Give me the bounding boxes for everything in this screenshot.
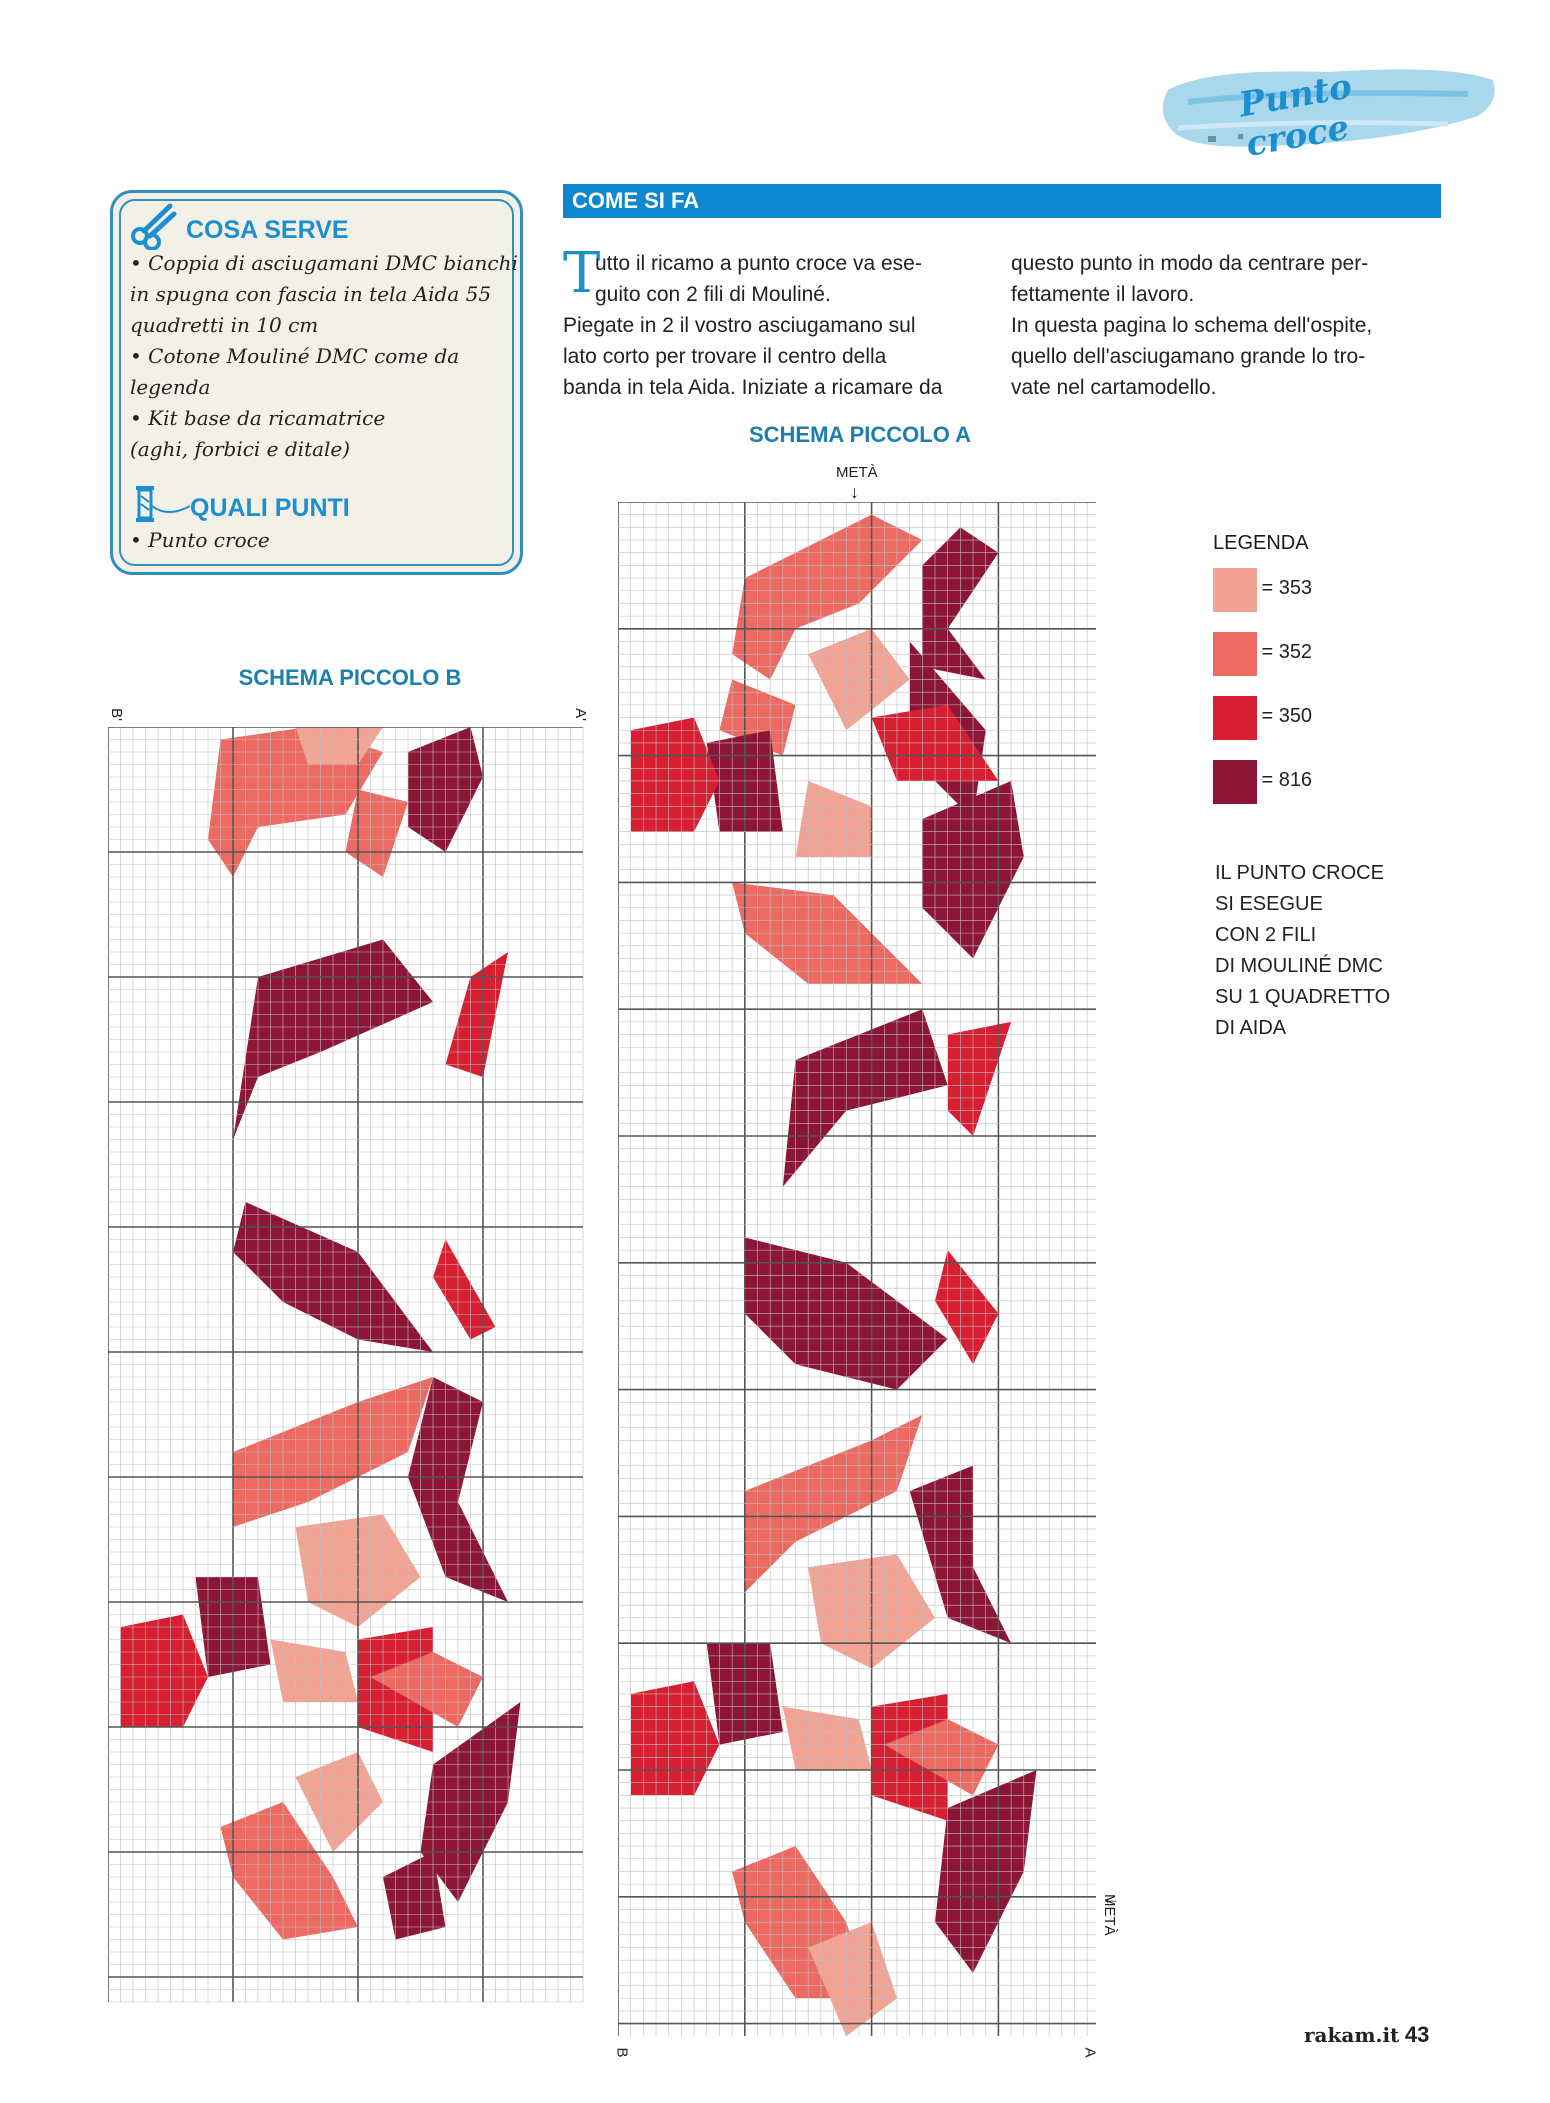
cross-stitch-chart-b — [108, 727, 584, 2003]
stitch-motif — [383, 1852, 446, 1940]
text-line: fettamente il lavoro. — [1011, 283, 1195, 306]
stitch-motif — [935, 1250, 999, 1365]
stitches-title: QUALI PUNTI — [190, 494, 350, 522]
legend-swatch — [1213, 695, 1257, 740]
schema-b-top-right: A' — [571, 708, 589, 721]
site-name: rakam.it — [1304, 2023, 1400, 2047]
how-to-column-2: questo punto in modo da centrare per- fe… — [1011, 248, 1441, 403]
note-line: SU 1 QUADRETTO — [1215, 986, 1391, 1008]
schema-a-center-mark: METÀ — [836, 464, 878, 481]
note-line: DI MOULINÉ DMC — [1215, 955, 1383, 977]
legend-item: = 353 — [1213, 566, 1312, 612]
stitch-motif — [270, 1639, 358, 1702]
stitch-motif — [782, 1706, 872, 1770]
stitch-motif — [732, 514, 923, 680]
text-line: utto il ricamo a punto croce va ese- — [595, 252, 922, 275]
legend-item: = 816 — [1213, 758, 1312, 804]
stitch-motif — [808, 1922, 897, 2036]
schema-b-title: SCHEMA PICCOLO B — [238, 665, 462, 690]
text-line: In questa pagina lo schema dell'ospite, — [1011, 314, 1373, 337]
thread-spool-icon — [136, 486, 191, 522]
legend-item: = 352 — [1213, 630, 1312, 676]
legend-title: LEGENDA — [1213, 532, 1309, 554]
materials-line: (aghi, forbici e ditale) — [130, 437, 351, 461]
schema-a-bottom-left: B — [613, 2047, 631, 2058]
legend-swatch — [1213, 631, 1257, 676]
text-line: vate nel cartamodello. — [1011, 376, 1217, 399]
how-to-title: COME SI FA — [572, 188, 700, 213]
materials-line: • Coppia di asciugamani DMC bianchi — [130, 251, 518, 275]
cross-stitch-chart-a — [618, 502, 1096, 2036]
text-line: lato corto per trovare il centro della — [563, 345, 887, 368]
materials-line: • Cotone Mouliné DMC come da — [130, 344, 460, 368]
text-line: banda in tela Aida. Iniziate a ricamare … — [563, 376, 943, 399]
materials-list: • Coppia di asciugamani DMC bianchi in s… — [130, 248, 520, 465]
materials-line: in spugna con fascia in tela Aida 55 — [130, 282, 492, 306]
materials-line: legenda — [130, 375, 211, 399]
note-line: CON 2 FILI — [1215, 924, 1317, 946]
legend-label: = 816 — [1261, 769, 1313, 791]
text-line: Piegate in 2 il vostro asciugamano sul — [563, 314, 916, 337]
note-line: IL PUNTO CROCE — [1215, 862, 1384, 884]
note-line: SI ESEGUE — [1215, 893, 1323, 915]
page-footer: rakam.it 43 — [1304, 2022, 1429, 2048]
legend-note: IL PUNTO CROCE SI ESEGUE CON 2 FILI DI M… — [1215, 858, 1455, 1044]
legend-item: = 350 — [1213, 694, 1312, 740]
text-line: questo punto in modo da centrare per- — [1011, 252, 1369, 275]
legend-label: = 350 — [1261, 705, 1313, 727]
how-to-bar — [563, 184, 1441, 218]
grid-lines — [108, 727, 584, 2003]
stitch-motif — [345, 789, 408, 877]
stitches-list: • Punto croce — [130, 528, 270, 552]
stitch-motif — [630, 1681, 720, 1796]
scissors-icon — [131, 203, 177, 250]
stitch-motif — [295, 727, 383, 765]
dropcap: T — [563, 241, 601, 306]
stitch-motif — [630, 717, 720, 832]
arrow-left-icon: ← — [1102, 1888, 1120, 1908]
text-line: quello dell'asciugamano grande lo tro- — [1011, 345, 1366, 368]
materials-line: • Kit base da ricamatrice — [130, 406, 386, 430]
legend-swatch — [1213, 759, 1257, 804]
schema-a-title: SCHEMA PICCOLO A — [748, 422, 972, 447]
legend-label: = 353 — [1261, 577, 1313, 599]
grid-lines — [618, 502, 1096, 2036]
schema-a-bottom-right: A — [1081, 2047, 1099, 2058]
stitch-motif — [120, 1614, 208, 1727]
legend-swatch — [1213, 567, 1257, 612]
materials-title: COSA SERVE — [186, 216, 349, 244]
schema-b-top-left: B' — [107, 708, 125, 721]
text-line: guito con 2 fili di Mouliné. — [595, 283, 831, 306]
legend-label: = 352 — [1261, 641, 1313, 663]
how-to-column-1: utto il ricamo a punto croce va ese- gui… — [563, 248, 983, 403]
arrow-down-icon: ↓ — [850, 482, 859, 502]
page-number: 43 — [1404, 2022, 1430, 2047]
materials-line: quadretti in 10 cm — [130, 313, 319, 337]
stitch-motif — [220, 1802, 358, 1940]
note-line: DI AIDA — [1215, 1017, 1287, 1039]
section-brush-stroke — [1162, 69, 1495, 147]
stitch-motif — [947, 1021, 1012, 1136]
